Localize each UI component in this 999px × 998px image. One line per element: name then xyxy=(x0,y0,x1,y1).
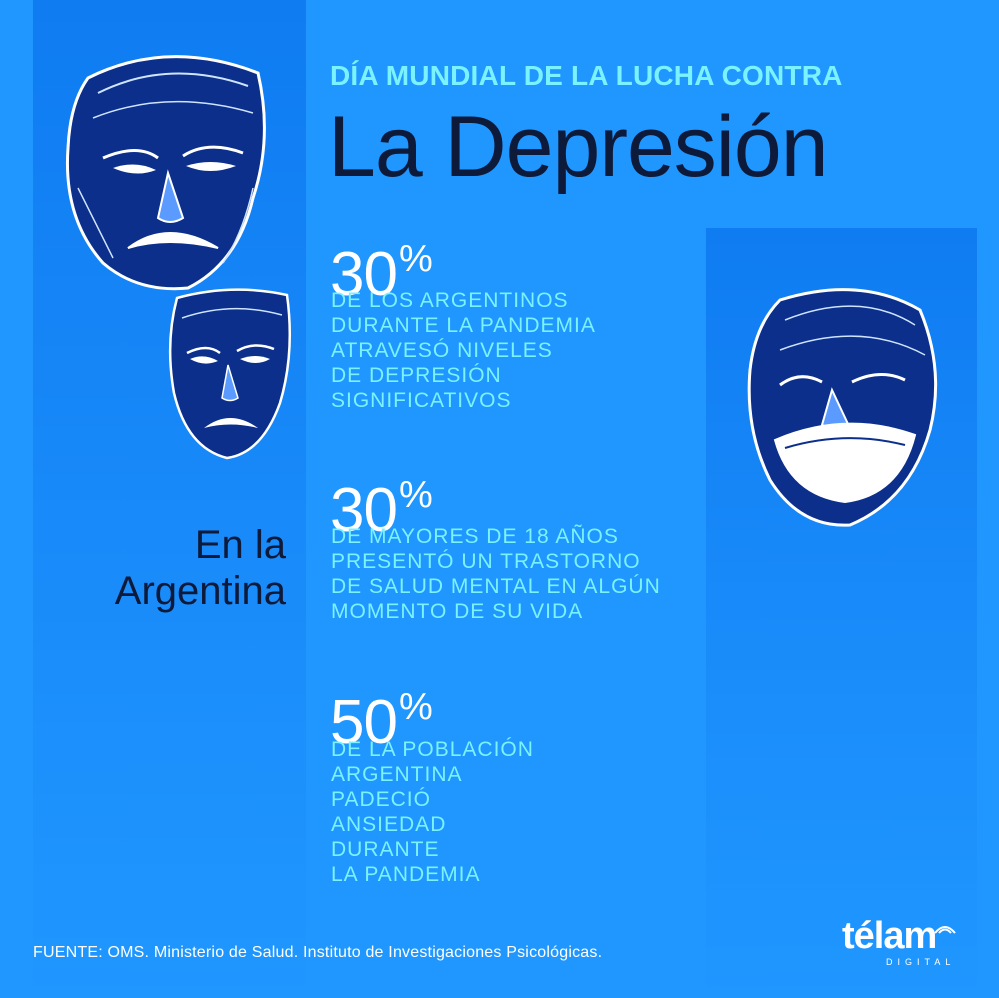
stat-2-value: 30% xyxy=(330,464,433,545)
stat-3-line: PADECIÓ xyxy=(331,788,431,811)
stat-1-unit: % xyxy=(398,238,433,280)
region-label: En la Argentina xyxy=(26,522,286,614)
stat-1-number: 30 xyxy=(330,240,398,309)
telam-logo: télam DIGITAL xyxy=(842,915,967,971)
stat-3-line: DE LA POBLACIÓN xyxy=(331,738,534,761)
page-title: La Depresión xyxy=(328,99,829,195)
stat-1-value: 30% xyxy=(330,228,433,309)
sad-mask-small-icon xyxy=(162,283,297,463)
stat-3-line: ANSIEDAD xyxy=(331,813,447,836)
stat-2-line: PRESENTÓ UN TRASTORNO xyxy=(331,550,641,573)
signal-icon xyxy=(934,926,956,934)
stat-2-number: 30 xyxy=(330,476,398,545)
supertitle: DÍA MUNDIAL DE LA LUCHA CONTRA xyxy=(330,60,843,91)
sad-mask-large-icon xyxy=(58,48,278,298)
stat-3-unit: % xyxy=(398,686,433,728)
stat-2-line: MOMENTO DE SU VIDA xyxy=(331,600,584,623)
happy-mask-icon xyxy=(740,280,945,530)
region-label-line-2: Argentina xyxy=(114,569,286,613)
stat-3-number: 50 xyxy=(330,688,398,757)
region-label-line-1: En la xyxy=(194,523,286,567)
stat-3-value: 50% xyxy=(330,676,433,757)
stat-1-line: SIGNIFICATIVOS xyxy=(331,389,512,412)
stat-3-line: ARGENTINA xyxy=(331,763,463,786)
stat-2-unit: % xyxy=(398,474,433,516)
stat-3-line: LA PANDEMIA xyxy=(331,863,481,886)
stat-1-line: ATRAVESÓ NIVELES xyxy=(331,339,553,362)
logo-subtitle: DIGITAL xyxy=(886,957,956,967)
stat-2-line: DE MAYORES DE 18 AÑOS xyxy=(331,525,619,548)
stat-1-line: DURANTE LA PANDEMIA xyxy=(331,314,596,337)
stat-1-line: DE DEPRESIÓN xyxy=(331,364,502,387)
stat-2-line: DE SALUD MENTAL EN ALGÚN xyxy=(331,575,661,598)
stat-1-line: DE LOS ARGENTINOS xyxy=(331,289,569,312)
stat-3-description: DE LA POBLACIÓN ARGENTINA PADECIÓ ANSIED… xyxy=(331,737,711,887)
stat-2-description: DE MAYORES DE 18 AÑOS PRESENTÓ UN TRASTO… xyxy=(331,524,711,624)
source-note: FUENTE: OMS. Ministerio de Salud. Instit… xyxy=(33,944,603,961)
stat-3-line: DURANTE xyxy=(331,838,440,861)
stat-1-description: DE LOS ARGENTINOS DURANTE LA PANDEMIA AT… xyxy=(331,288,711,413)
logo-wordmark: télam xyxy=(842,915,937,957)
